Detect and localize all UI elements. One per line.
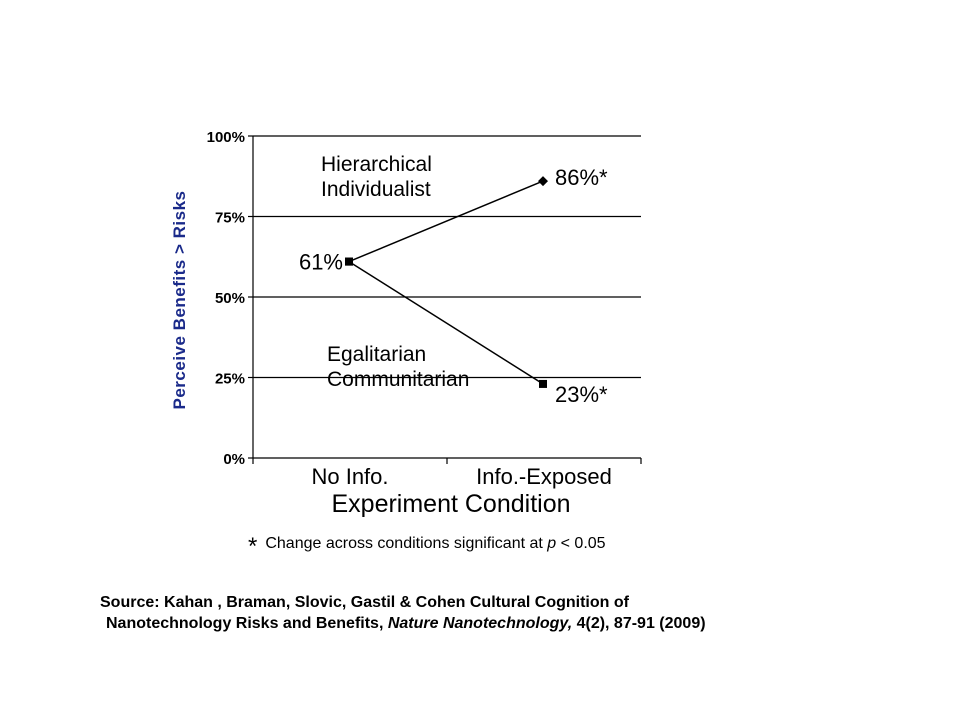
- series-line-egalitarian: [348, 260, 544, 385]
- source-journal: Nature Nanotechnology,: [387, 615, 573, 632]
- source-line-2: Nanotechnology Risks and Benefits, Natur…: [100, 613, 706, 634]
- data-point-marker: [345, 257, 353, 266]
- y-axis-label: Perceive Benefits > Risks: [170, 190, 189, 410]
- source-line-1: Source: Kahan , Braman, Slovic, Gastil &…: [100, 594, 629, 611]
- footnote-text-before: Change across conditions significant at: [265, 535, 548, 552]
- series-name-egalitarian-line: Communitarian: [327, 368, 469, 391]
- y-tick-label: 0%: [223, 451, 245, 468]
- x-tick-label: No Info.: [311, 464, 388, 489]
- footnote-text-after: < 0.05: [556, 535, 606, 552]
- significance-footnote: * Change across conditions significant at…: [248, 533, 606, 561]
- source-line-2-before: Nanotechnology Risks and Benefits,: [106, 615, 388, 632]
- y-tick-label: 50%: [215, 290, 245, 307]
- series-line-hierarchical: [348, 180, 544, 263]
- y-tick-label: 75%: [215, 210, 245, 227]
- data-point-marker: [539, 379, 547, 388]
- data-label: 86%*: [555, 165, 608, 190]
- y-tick-label: 25%: [215, 371, 245, 388]
- footnote-p-symbol: p: [547, 535, 557, 552]
- data-point-marker: [538, 176, 548, 187]
- series-name-egalitarian-line: Egalitarian: [327, 343, 426, 366]
- data-label: 23%*: [555, 382, 608, 407]
- series-name-hierarchical-line: Individualist: [321, 178, 431, 201]
- source-line-2-after: 4(2), 87-91 (2009): [572, 615, 706, 632]
- footnote-star: *: [248, 533, 258, 560]
- x-tick-label: Info.-Exposed: [476, 464, 612, 489]
- x-axis-title: Experiment Condition: [331, 490, 570, 518]
- y-tick-label: 100%: [207, 129, 245, 146]
- data-label: 61%: [299, 250, 343, 275]
- series-name-hierarchical-line: Hierarchical: [321, 153, 432, 176]
- source-citation: Source: Kahan , Braman, Slovic, Gastil &…: [100, 592, 706, 634]
